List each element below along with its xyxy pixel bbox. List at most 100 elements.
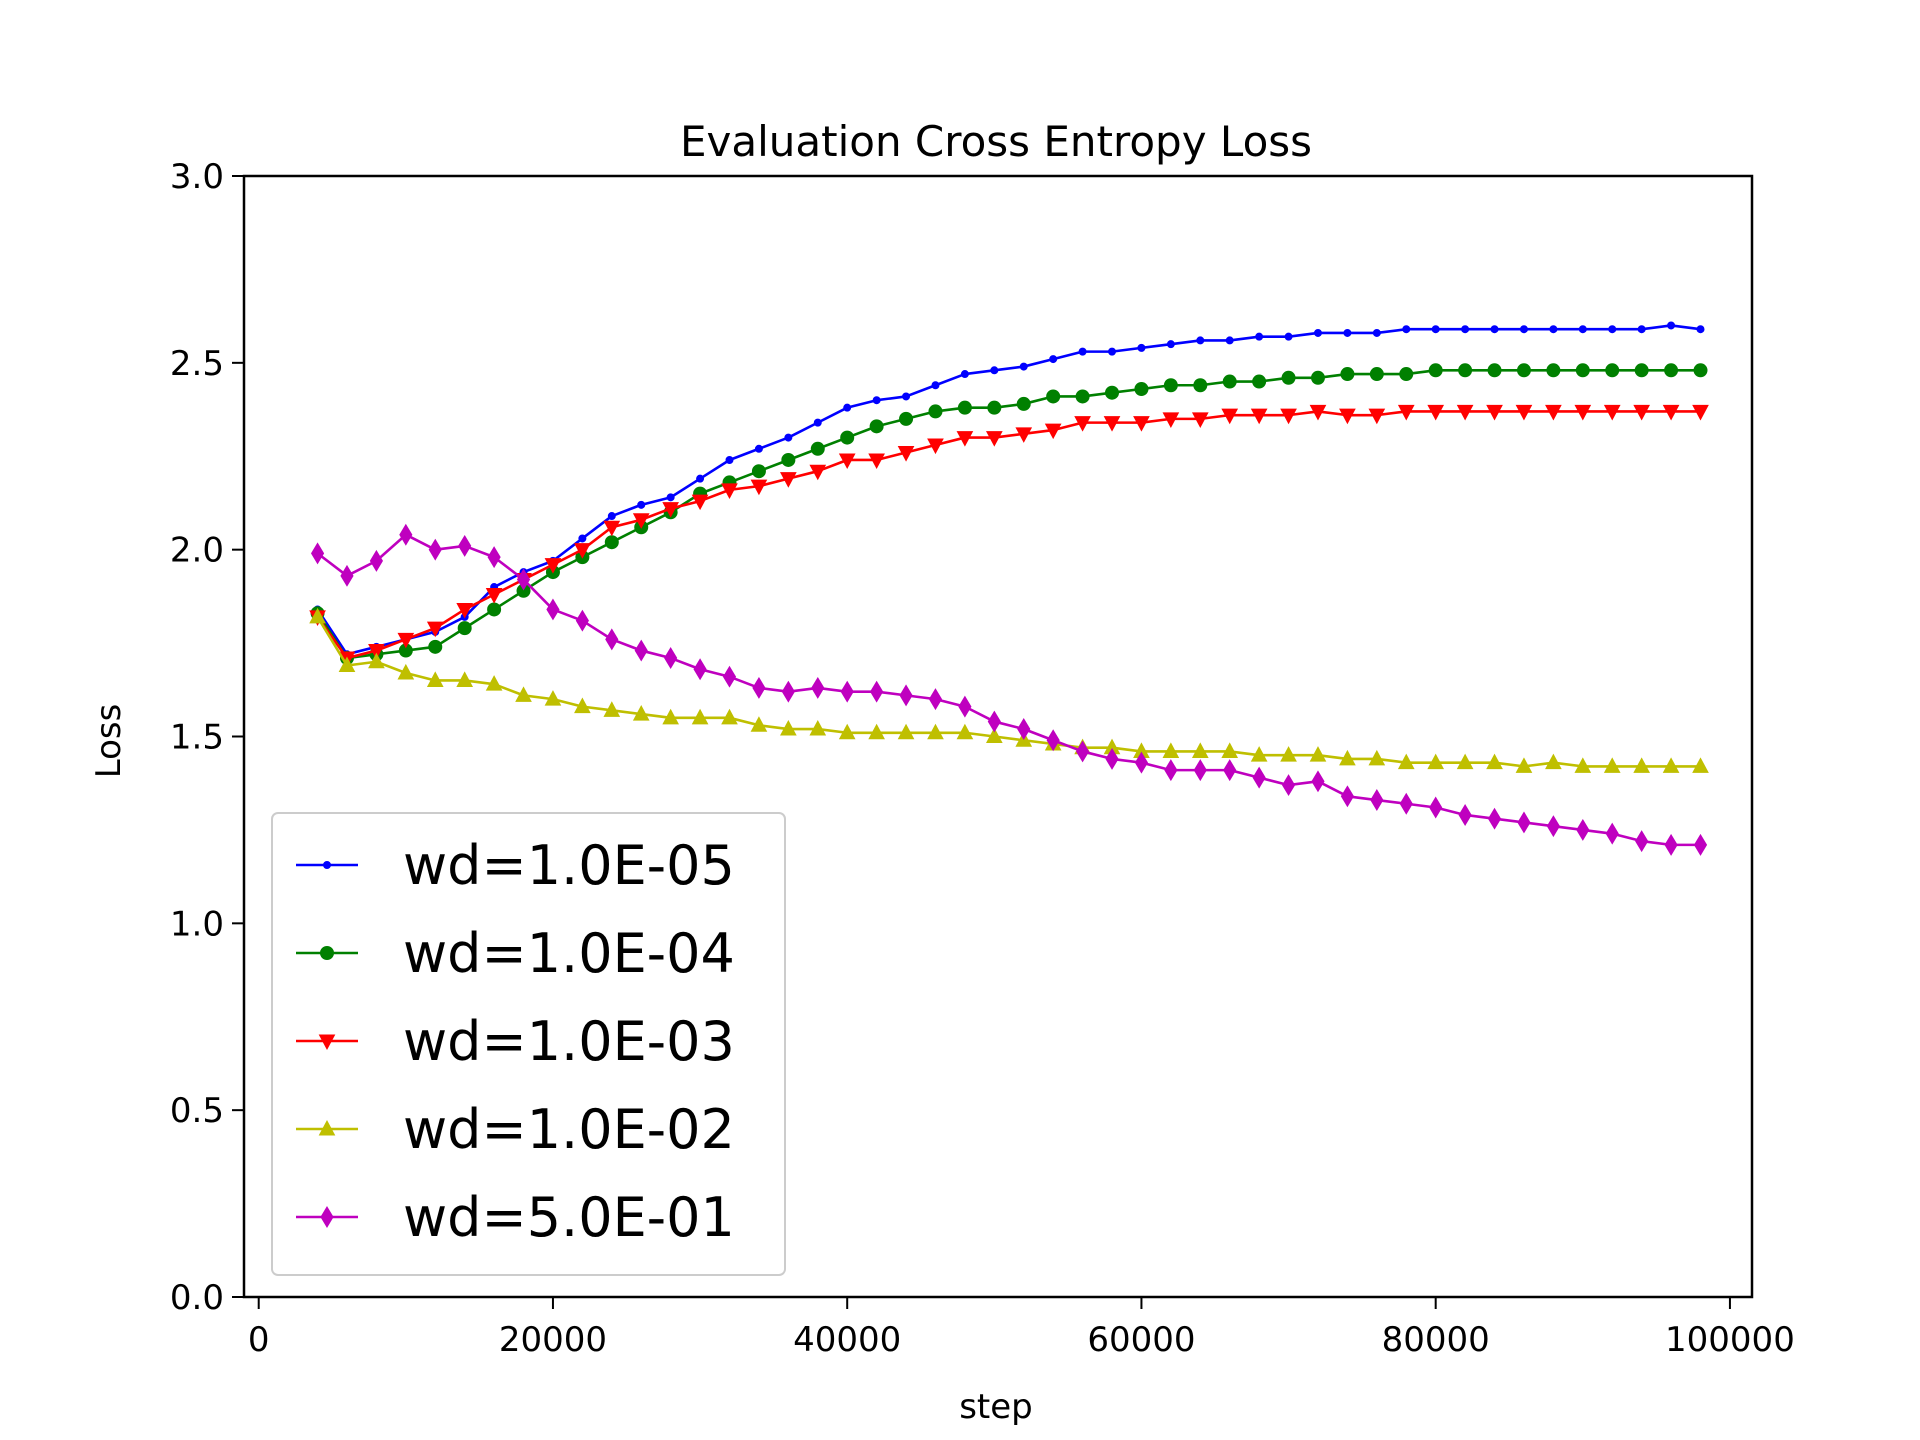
- data-point: [1252, 766, 1266, 789]
- data-point: [544, 690, 562, 706]
- data-point: [838, 453, 856, 470]
- data-point: [1692, 757, 1709, 773]
- data-point: [1549, 325, 1558, 334]
- data-point: [1515, 404, 1533, 421]
- y-axis: 0.0 0.5 1.0 1.5 2.0 2.5 3.0: [170, 157, 244, 1318]
- data-point: [632, 513, 650, 529]
- y-tick-label: 2.5: [170, 344, 224, 384]
- data-point: [1280, 746, 1297, 762]
- data-point: [515, 686, 532, 702]
- data-point: [750, 716, 768, 732]
- data-point: [693, 658, 707, 681]
- data-point: [1137, 343, 1146, 352]
- y-tick-label: 0.0: [170, 1278, 224, 1318]
- data-point: [1284, 332, 1293, 341]
- legend-marker: [318, 1119, 336, 1136]
- data-point: [1016, 396, 1031, 411]
- data-point: [604, 535, 619, 550]
- data-point: [1310, 370, 1325, 385]
- data-point: [1046, 389, 1061, 404]
- data-point: [1372, 328, 1381, 337]
- data-point: [1134, 381, 1149, 396]
- data-point: [781, 452, 796, 467]
- data-point: [456, 671, 474, 687]
- y-tick-label: 0.5: [170, 1091, 224, 1131]
- data-point: [990, 366, 999, 375]
- data-point: [1662, 404, 1680, 421]
- data-point: [458, 534, 472, 557]
- data-point: [1461, 325, 1470, 334]
- data-point: [1162, 742, 1180, 758]
- data-point: [1545, 404, 1562, 421]
- data-point: [1250, 746, 1268, 762]
- legend-entry: wd=1.0E-05: [296, 834, 735, 897]
- y-tick-label: 3.0: [170, 157, 224, 197]
- data-point: [957, 400, 972, 415]
- data-point: [1222, 374, 1237, 389]
- data-point: [870, 680, 884, 703]
- series-4: [309, 607, 1709, 773]
- y-tick-label: 1.5: [170, 718, 224, 758]
- series-5: [310, 523, 1708, 856]
- data-point: [1164, 759, 1178, 782]
- data-point: [428, 538, 442, 561]
- data-point: [809, 719, 827, 736]
- series-layer: [309, 321, 1709, 856]
- x-tick-label: 100000: [1665, 1320, 1795, 1360]
- data-point: [1309, 404, 1327, 421]
- data-point: [1603, 404, 1621, 421]
- data-point: [1076, 740, 1090, 763]
- data-point: [340, 564, 354, 587]
- legend-label: wd=1.0E-05: [403, 834, 735, 897]
- data-point: [1162, 412, 1180, 428]
- data-point: [1637, 325, 1646, 334]
- data-point: [1280, 408, 1297, 425]
- data-point: [872, 396, 881, 405]
- data-point: [868, 723, 885, 740]
- data-point: [1223, 759, 1237, 782]
- data-point: [426, 671, 444, 687]
- data-point: [1546, 815, 1560, 838]
- data-point: [1667, 321, 1676, 330]
- data-point: [1339, 408, 1356, 425]
- data-point: [1105, 747, 1119, 770]
- data-point: [1490, 325, 1499, 334]
- data-point: [456, 602, 474, 619]
- legend-marker: [320, 946, 334, 960]
- x-tick-label: 60000: [1087, 1320, 1195, 1360]
- data-point: [662, 502, 679, 518]
- data-point: [721, 483, 738, 499]
- legend-label: wd=1.0E-02: [403, 1098, 735, 1161]
- data-point: [1431, 325, 1440, 334]
- data-point: [397, 632, 415, 649]
- data-point: [1576, 818, 1590, 841]
- legend-entry: wd=5.0E-01: [296, 1186, 735, 1249]
- data-point: [1456, 753, 1474, 770]
- data-point: [1575, 363, 1590, 378]
- data-point: [369, 549, 383, 572]
- data-point: [1105, 385, 1120, 400]
- data-point: [1664, 363, 1679, 378]
- data-point: [931, 381, 940, 390]
- data-point: [781, 680, 795, 703]
- data-point: [1486, 404, 1503, 421]
- data-point: [1605, 363, 1620, 378]
- data-point: [574, 543, 591, 559]
- data-point: [1458, 363, 1473, 378]
- data-point: [696, 474, 705, 483]
- data-point: [1545, 753, 1562, 770]
- data-point: [1574, 757, 1592, 773]
- data-point: [927, 723, 944, 740]
- data-point: [662, 708, 679, 725]
- data-point: [1343, 328, 1352, 337]
- data-point: [1486, 753, 1503, 770]
- data-point: [1487, 807, 1502, 830]
- data-point: [457, 621, 472, 636]
- data-point: [1517, 811, 1531, 834]
- data-point: [1519, 325, 1528, 334]
- data-point: [1044, 423, 1062, 440]
- data-point: [664, 647, 678, 670]
- data-point: [721, 708, 738, 725]
- data-point: [1221, 742, 1239, 758]
- data-point: [1429, 796, 1443, 819]
